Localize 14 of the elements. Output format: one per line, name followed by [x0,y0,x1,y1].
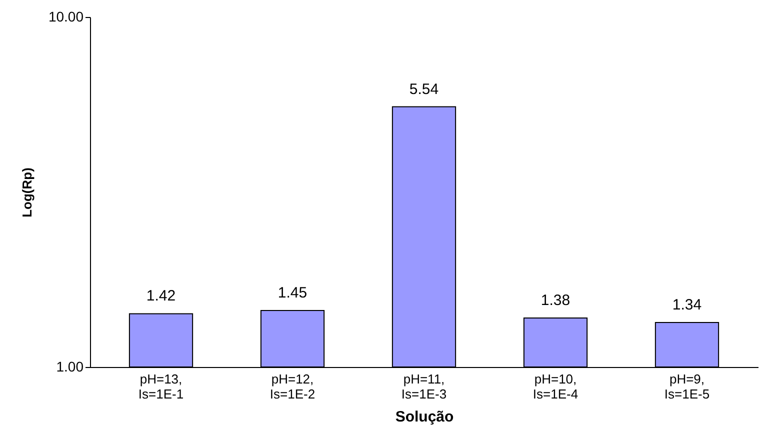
data-label: 1.38 [540,292,570,310]
data-label: 1.42 [146,288,176,305]
x-tick-label: pH=12, Is=1E-2 [270,372,316,402]
y-axis-title: Log(Rp) [19,168,34,218]
x-tick-label: pH=10, Is=1E-4 [532,372,578,402]
y-tick-label: 10.00 [48,8,84,24]
x-tick-label: pH=9, Is=1E-5 [664,372,710,402]
data-label: 1.45 [278,284,308,302]
x-tick-label: pH=11, Is=1E-3 [401,372,447,402]
x-tick-label: pH=13, Is=1E-1 [138,372,184,402]
y-tick-label: 1.00 [56,358,84,374]
data-label: 1.34 [672,296,702,314]
x-axis-title: Solução [395,408,454,426]
data-label: 5.54 [409,80,439,98]
